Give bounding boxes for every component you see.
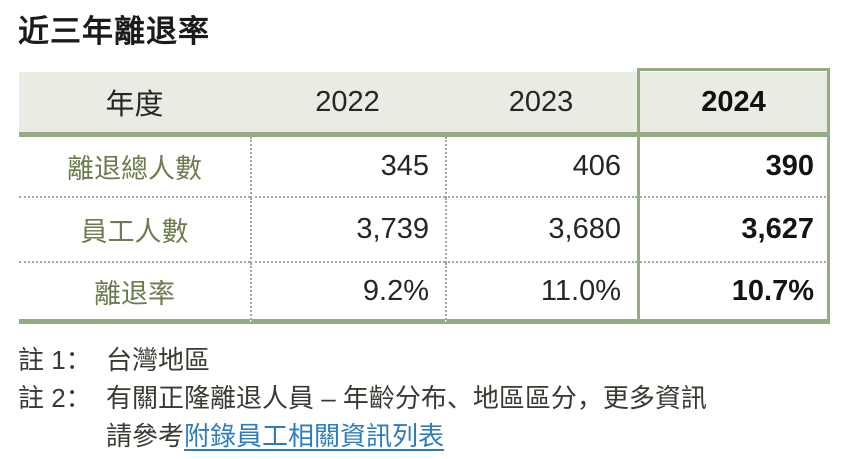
value-employees-2023: 3,680 (445, 198, 637, 263)
value-leavers-2023: 406 (445, 137, 637, 198)
year-column-header: 年度 (19, 72, 250, 137)
row-label-turnover-rate: 離退率 (19, 263, 250, 324)
footnotes: 註 1： 台灣地區 註 2： 有關正隆離退人員 – 年齡分布、地區區分，更多資訊… (18, 341, 707, 455)
note-1-label: 註 1： (18, 345, 92, 375)
note-2-label: 註 2： (18, 383, 92, 413)
turnover-table: 年度 2022 2023 2024 離退總人數 345 406 390 員工人數… (19, 68, 830, 324)
value-rate-2024: 10.7% (637, 263, 830, 324)
value-leavers-2022: 345 (250, 137, 445, 198)
value-employees-2022: 3,739 (250, 198, 445, 263)
row-label-employee-count: 員工人數 (19, 198, 250, 263)
note-1-text: 台灣地區 (106, 345, 211, 375)
value-rate-2023: 11.0% (445, 263, 637, 324)
note-2: 註 2： 有關正隆離退人員 – 年齡分布、地區區分，更多資訊 請參考附錄員工相關… (18, 379, 707, 455)
note-2-line1: 有關正隆離退人員 – 年齡分布、地區區分，更多資訊 (106, 383, 707, 413)
appendix-link[interactable]: 附錄員工相關資訊列表 (184, 421, 445, 451)
value-employees-2024: 3,627 (637, 198, 830, 263)
value-leavers-2024: 390 (637, 137, 830, 198)
header-2023: 2023 (445, 72, 637, 137)
note-2-line2-prefix: 請參考 (106, 421, 185, 451)
note-2-text: 有關正隆離退人員 – 年齡分布、地區區分，更多資訊 請參考附錄員工相關資訊列表 (106, 379, 707, 455)
row-label-total-leavers: 離退總人數 (19, 137, 250, 198)
header-2024: 2024 (637, 72, 830, 137)
value-rate-2022: 9.2% (250, 263, 445, 324)
header-2022: 2022 (250, 72, 445, 137)
page-title: 近三年離退率 (18, 14, 210, 49)
note-1: 註 1： 台灣地區 (18, 341, 707, 379)
